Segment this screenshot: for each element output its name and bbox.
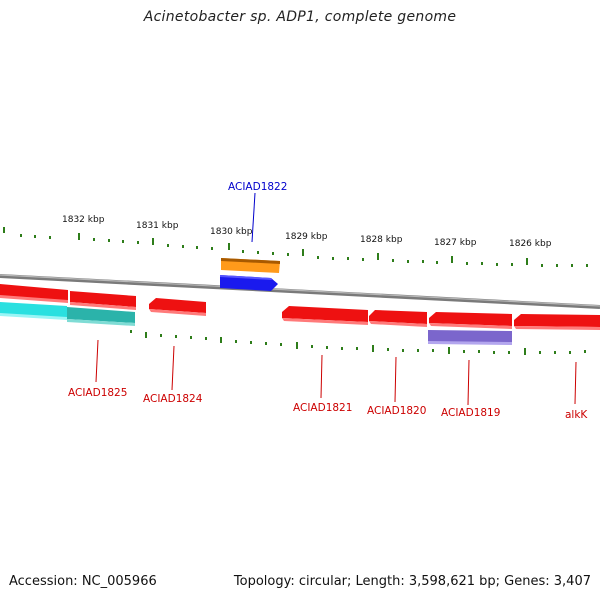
- gene-label-ACIAD1822[interactable]: ACIAD1822: [228, 181, 287, 193]
- gene-label-ACIAD1820[interactable]: ACIAD1820: [367, 405, 426, 417]
- upper-scale-ticks: [3, 227, 588, 267]
- scale-label-1831: 1831 kbp: [136, 221, 179, 231]
- leader-ACIAD1822: [251, 192, 256, 243]
- gene-ACIAD1821-red[interactable]: [282, 306, 368, 325]
- gene-ACIAD1825-teal[interactable]: [67, 307, 135, 326]
- gene-ACIAD1824-red[interactable]: [149, 298, 206, 316]
- gene-ACIAD1825-red[interactable]: [0, 284, 68, 303]
- scale-label-1829: 1829 kbp: [285, 232, 328, 242]
- gene-ACIAD1825-cyan[interactable]: [0, 302, 67, 320]
- gene-ACIAD1822-orange[interactable]: [221, 258, 280, 273]
- scale-label-1828: 1828 kbp: [360, 235, 403, 245]
- gene-label-ACIAD1825[interactable]: ACIAD1825: [68, 387, 127, 399]
- scale-label-1827: 1827 kbp: [434, 238, 477, 248]
- scale-label-1826: 1826 kbp: [509, 239, 552, 249]
- gene-ACIAD1822-blue[interactable]: [220, 275, 278, 291]
- scale-label-1832: 1832 kbp: [62, 215, 105, 225]
- leader-ACIAD1819: [467, 359, 470, 406]
- gene-label-alkK[interactable]: alkK: [565, 409, 588, 421]
- leader-alkK: [574, 361, 577, 405]
- gene-label-ACIAD1824[interactable]: ACIAD1824: [143, 393, 203, 405]
- scale-label-1830: 1830 kbp: [210, 227, 253, 237]
- gene-ACIAD1819-purple[interactable]: [428, 330, 512, 345]
- genome-backbone: [0, 274, 600, 309]
- genome-summary-text: Topology: circular; Length: 3,598,621 bp…: [233, 574, 591, 589]
- lower-scale-ticks: [130, 330, 586, 355]
- leader-ACIAD1824: [171, 345, 175, 391]
- accession-text: Accession: NC_005966: [9, 574, 157, 589]
- leader-ACIAD1825: [95, 339, 99, 383]
- gene-ACIAD1819-red[interactable]: [429, 312, 512, 329]
- gene-ACIAD1825-red-2[interactable]: [70, 291, 136, 310]
- gene-label-ACIAD1819[interactable]: ACIAD1819: [441, 407, 500, 419]
- gene-alkK-red[interactable]: [514, 314, 600, 330]
- leader-ACIAD1820: [394, 356, 397, 403]
- gene-label-ACIAD1821[interactable]: ACIAD1821: [293, 402, 352, 414]
- leader-ACIAD1821: [320, 354, 323, 399]
- gene-ACIAD1820-red[interactable]: [369, 310, 427, 327]
- genome-title: Acinetobacter sp. ADP1, complete genome: [143, 9, 457, 25]
